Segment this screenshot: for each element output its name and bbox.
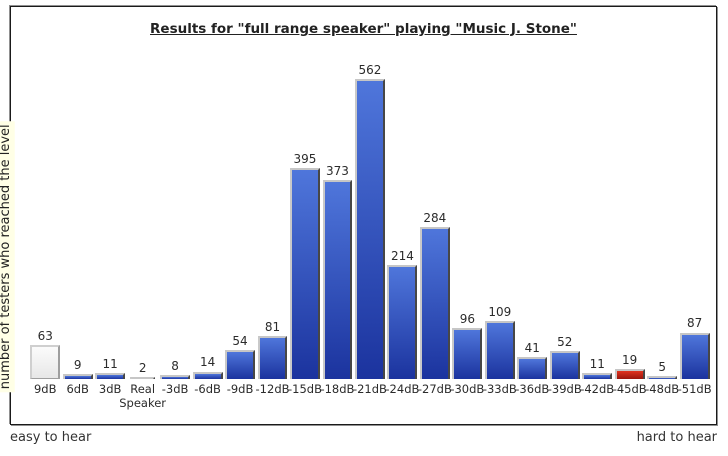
- x-tick-label: -45dB: [612, 382, 647, 396]
- x-tick-label: 3dB: [98, 382, 122, 396]
- bar-group: 5 -48dB: [645, 51, 679, 396]
- bar-value-label: 284: [423, 211, 447, 226]
- bar-group: 8 -3dB: [159, 51, 191, 396]
- bar: [484, 320, 515, 379]
- bar-value-label: 63: [37, 329, 53, 344]
- x-tick-label: -18dB: [320, 382, 355, 396]
- x-axis-caption-hard: hard to hear: [636, 430, 717, 445]
- bar-value-label: 562: [358, 62, 382, 77]
- bar: [354, 79, 385, 379]
- bar: [419, 227, 450, 379]
- bar-group: 41 -36dB: [515, 51, 549, 396]
- x-tick-label: -27dB: [417, 382, 452, 396]
- bar-value-label: 2: [138, 360, 147, 375]
- plot-area: 63 9dB 9 6dB 11 3dB 2 Real Speaker 8 -3dB 14 -6dB 54…: [29, 51, 712, 410]
- bar: [387, 264, 418, 379]
- x-tick-label: -24dB: [385, 382, 420, 396]
- x-tick-label: -9dB: [226, 382, 254, 396]
- bar-value-label: 54: [232, 334, 248, 348]
- bar-value-label: 11: [589, 356, 605, 371]
- bar: [95, 373, 126, 379]
- bar-group: 109 -33dB: [483, 51, 517, 396]
- bar-value-label: 8: [171, 358, 179, 373]
- x-tick-label: -3dB: [161, 382, 189, 396]
- chart-title: Results for "full range speaker" playing…: [150, 21, 577, 37]
- bar-group: 63 9dB: [29, 51, 61, 396]
- bar: [130, 377, 155, 379]
- bar: [549, 351, 580, 379]
- x-tick-label: -48dB: [645, 382, 680, 396]
- bar-group: 214 -24dB: [385, 51, 419, 396]
- x-tick-label: -39dB: [547, 382, 582, 396]
- bar: [30, 345, 61, 379]
- x-tick-label: 6dB: [66, 382, 89, 396]
- chart-frame: Results for "full range speaker" playing…: [0, 6, 717, 425]
- bar: [225, 350, 255, 379]
- bar-group: 87 -51dB: [678, 51, 712, 396]
- bar-value-label: 373: [326, 163, 349, 178]
- bar: [62, 374, 93, 379]
- x-tick-label: Real Speaker: [119, 382, 167, 411]
- x-tick-label: -6dB: [194, 382, 221, 396]
- bar: [647, 376, 678, 379]
- bar: [452, 327, 483, 379]
- bar-value-label: 109: [488, 304, 512, 319]
- x-tick-label: -21dB: [352, 382, 387, 396]
- bar-group: 2 Real Speaker: [119, 51, 166, 410]
- bar-group: 11 3dB: [94, 51, 126, 396]
- bar: [517, 357, 548, 379]
- bar-value-label: 87: [686, 316, 703, 331]
- bar-group: 9 6dB: [61, 51, 93, 396]
- bar-group: 562 -21dB: [353, 51, 387, 396]
- bar-group: 81 -12dB: [256, 51, 290, 396]
- x-tick-label: -33dB: [482, 382, 517, 396]
- bar-value-label: 81: [264, 319, 281, 334]
- bar-value-label: 14: [199, 355, 216, 370]
- y-axis-label: number of testers who reached the level: [0, 121, 15, 392]
- bar: [582, 373, 613, 379]
- bar: [322, 179, 353, 379]
- x-tick-label: -42dB: [580, 382, 615, 396]
- bar-group: 19 -45dB: [613, 51, 647, 396]
- bar-group: 52 -39dB: [548, 51, 582, 396]
- bar-group: 14 -6dB: [191, 51, 223, 396]
- x-tick-label: -12dB: [255, 382, 290, 396]
- x-tick-label: -51dB: [677, 382, 712, 396]
- bar-group: 54 -9dB: [224, 51, 256, 396]
- bar: [679, 332, 710, 379]
- x-tick-label: -30dB: [450, 382, 485, 396]
- bar: [192, 371, 223, 379]
- bar-value-label: 52: [557, 335, 573, 350]
- x-tick-label: 9dB: [33, 382, 57, 396]
- bar: [614, 368, 645, 379]
- bar-value-label: 9: [73, 358, 82, 373]
- bar-group: 96 -30dB: [450, 51, 484, 396]
- bar: [160, 374, 191, 379]
- bar-value-label: 5: [658, 360, 666, 375]
- bar-value-label: 19: [622, 352, 638, 367]
- bar-value-label: 395: [293, 151, 317, 166]
- bar-group: 373 -18dB: [320, 51, 354, 396]
- x-tick-label: -36dB: [515, 382, 550, 396]
- bar: [257, 335, 288, 379]
- bar-group: 284 -27dB: [418, 51, 452, 396]
- bar-value-label: 41: [524, 340, 540, 355]
- x-tick-label: -15dB: [288, 382, 322, 396]
- bar-value-label: 96: [459, 311, 475, 326]
- x-axis-caption-easy: easy to hear: [10, 430, 92, 445]
- bar-value-label: 214: [390, 248, 414, 263]
- bar: [290, 168, 320, 379]
- bar-value-label: 11: [102, 356, 118, 371]
- bar-group: 11 -42dB: [580, 51, 614, 396]
- bar-group: 395 -15dB: [288, 51, 322, 396]
